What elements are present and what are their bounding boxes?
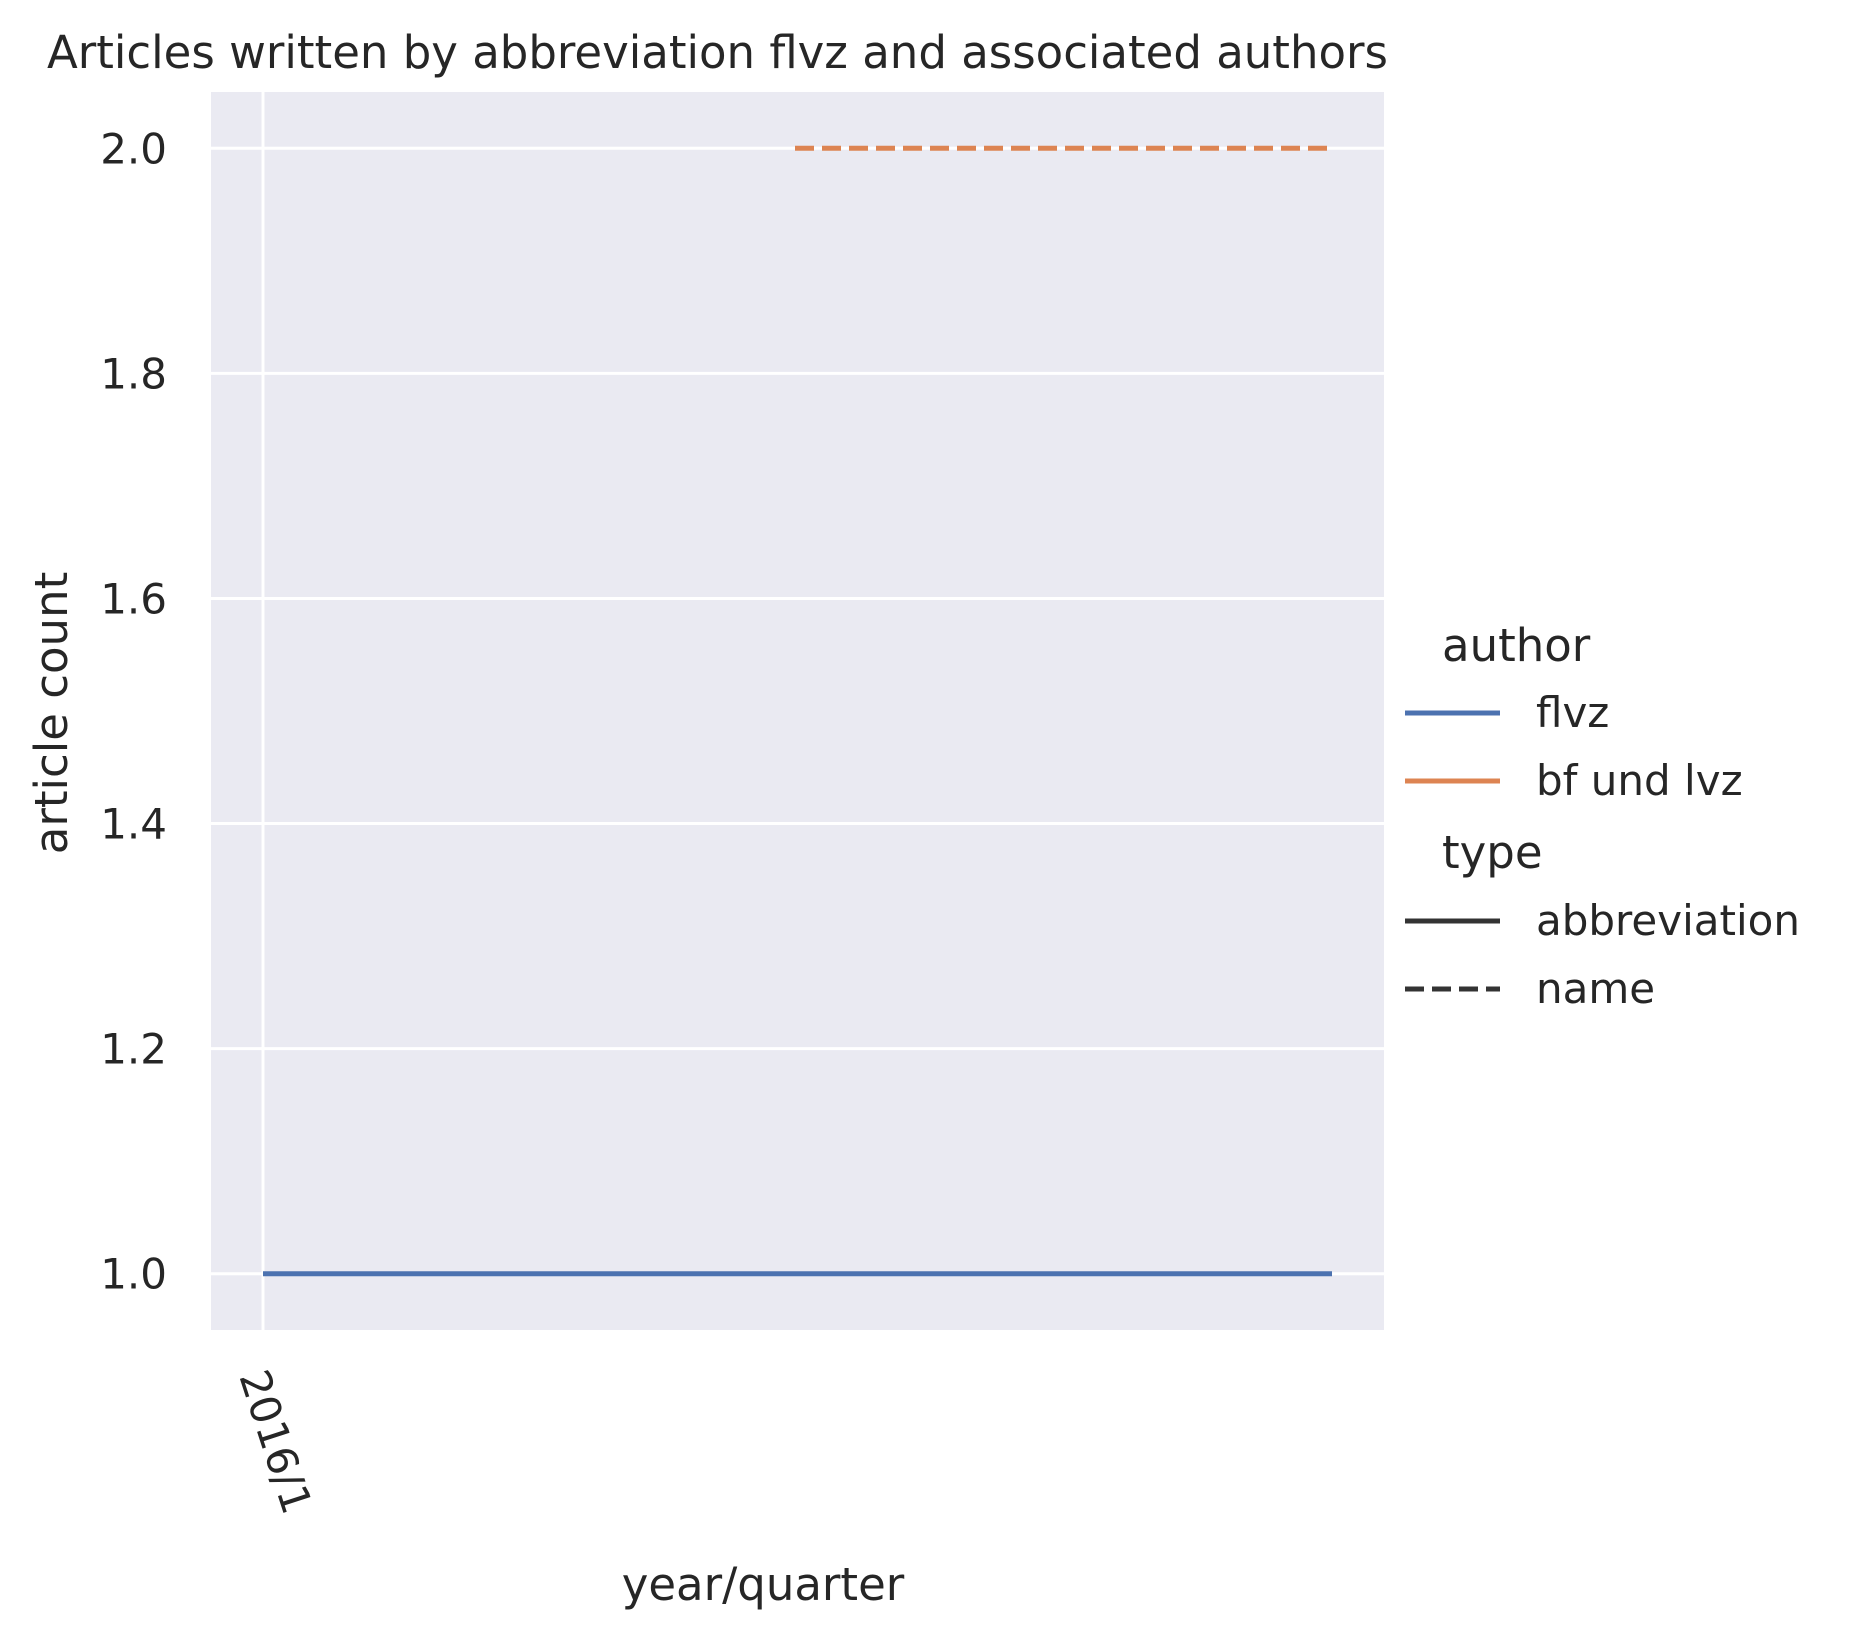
- x-axis-label: year/quarter: [622, 1558, 905, 1611]
- y-tick-label: 1.4: [100, 800, 167, 849]
- y-tick-label: 2.0: [100, 124, 167, 173]
- y-tick-label: 1.8: [100, 349, 167, 398]
- chart-title: Articles written by abbreviation flvz an…: [47, 26, 1388, 79]
- y-tick-label: 1.0: [100, 1250, 167, 1299]
- y-axis-label: article count: [25, 572, 78, 854]
- y-tick-label: 1.2: [100, 1025, 167, 1074]
- legend-label: abbreviation: [1536, 896, 1800, 945]
- legend-title: type: [1442, 826, 1543, 879]
- x-axis-ticks: 2016/1: [229, 1364, 321, 1520]
- y-axis-ticks: 1.0 1.2 1.4 1.6 1.8 2.0: [100, 124, 167, 1298]
- plot-area: [211, 92, 1384, 1330]
- legend-title: author: [1442, 619, 1591, 672]
- legend-label: bf und lvz: [1536, 756, 1743, 805]
- legend-label: flvz: [1536, 688, 1609, 737]
- legend: author flvz bf und lvz type abbreviation name: [1405, 619, 1800, 1013]
- series-lines: [263, 145, 1332, 1277]
- y-tick-label: 1.6: [100, 574, 167, 623]
- x-tick-label: 2016/1: [229, 1364, 321, 1520]
- legend-label: name: [1536, 964, 1655, 1013]
